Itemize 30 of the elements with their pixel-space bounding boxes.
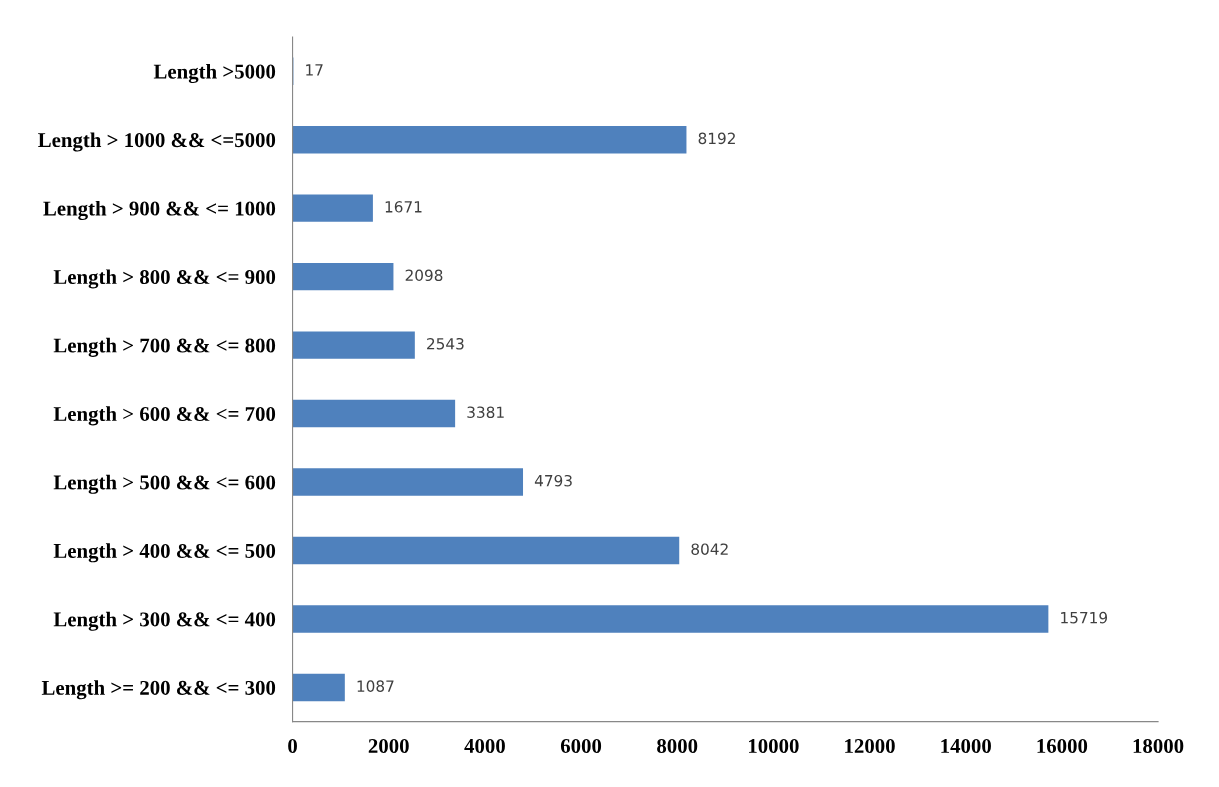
data-label: 1087	[357, 680, 394, 692]
data-label: 2098	[405, 269, 443, 282]
x-tick-label: 10000	[749, 738, 799, 754]
x-tick-label: 0	[288, 738, 297, 754]
y-tick-label: Length > 700 && <= 800	[53, 337, 276, 357]
data-label: 3381	[467, 406, 504, 418]
x-tick-label: 8000	[657, 738, 698, 754]
x-tick-label: 6000	[560, 738, 602, 754]
data-label: 2543	[427, 337, 464, 350]
data-label: 8042	[691, 543, 728, 555]
y-tick-label: Length > 900 && <= 1000	[43, 200, 276, 220]
x-tick-label: 12000	[845, 738, 895, 754]
x-tick-label: 2000	[368, 738, 409, 754]
y-tick-label: Length >5000	[153, 64, 276, 84]
data-label: 8192	[698, 132, 735, 145]
x-tick-label: 4000	[464, 738, 505, 754]
y-tick-label: Length > 600 && <= 700	[53, 406, 276, 426]
data-label: 17	[306, 64, 323, 76]
y-tick-label: Length > 1000 && <=5000	[38, 132, 276, 152]
x-tick-label: 14000	[941, 738, 991, 754]
y-tick-label: Length > 300 && <= 400	[53, 611, 276, 631]
x-tick-label: 18000	[1133, 738, 1184, 754]
data-label: 4793	[534, 474, 572, 487]
y-tick-label: Length > 400 && <= 500	[53, 543, 276, 563]
y-tick-label: Length > 800 && <= 900	[53, 269, 276, 289]
data-label: 1671	[385, 201, 422, 213]
y-tick-label: Length >= 200 && <= 300	[41, 680, 276, 700]
y-tick-label: Length > 500 && <= 600	[53, 474, 276, 494]
x-tick-label: 16000	[1037, 738, 1088, 754]
data-label: 15719	[1061, 611, 1108, 624]
